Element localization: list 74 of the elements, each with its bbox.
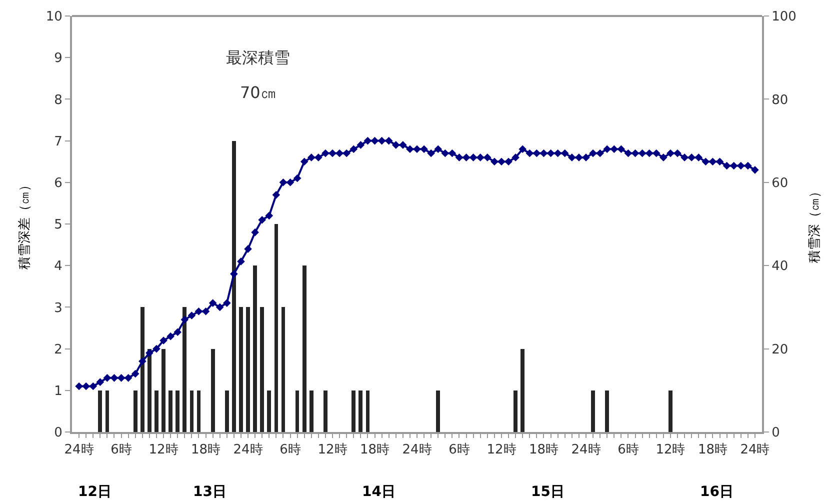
bar [358,390,363,432]
x-tick-label: 18時 [528,442,559,458]
x-tick-label: 24時 [233,442,263,458]
bar [309,390,314,432]
x-tick-label: 24時 [740,442,770,458]
bar [176,390,180,432]
y-axis-title: 積雪深差（㎝） [17,178,32,270]
bar [514,390,518,432]
y-tick-label: 9 [54,51,62,66]
bar [324,390,328,432]
y-tick-label: 7 [54,134,62,150]
y-tick-label: 4 [54,259,62,274]
bar [605,390,610,432]
x-tick-label: 6時 [280,442,301,458]
bar [133,390,138,432]
x-tick-label: 18時 [360,442,390,458]
x-tick-label: 6時 [618,442,639,458]
bar [302,266,306,432]
y-tick-label: 2 [54,342,62,358]
x-tick-label: 6時 [110,442,132,458]
y2-tick-label: 80 [772,92,788,108]
y2-tick-label: 100 [772,10,796,25]
annotation: 最深積雪 [226,48,290,67]
x-tick-label: 18時 [191,442,221,458]
bar [267,390,272,432]
x-tick-label: 24時 [402,442,432,458]
y-tick-label: 6 [54,176,62,191]
y-tick-label: 0 [54,426,62,441]
bar [224,390,229,432]
bar [105,390,110,432]
bar [98,390,102,432]
x-tick-label: 12時 [656,442,686,458]
bar [520,348,525,432]
y-tick-label: 8 [54,92,62,108]
y2-tick-label: 20 [772,342,788,358]
bar [668,390,672,432]
x-tick-label: 12時 [148,442,178,458]
text: 16日 [700,484,734,500]
bar [436,390,440,432]
bar [162,348,166,432]
x-tick-label: 24時 [571,442,601,458]
x-tick-label: 12時 [318,442,348,458]
y2-tick-label: 60 [772,176,788,191]
bar [210,348,215,432]
y2-tick-label: 40 [772,259,788,274]
text: 12日 [78,484,112,500]
text: 14日 [362,484,396,500]
bar [246,307,250,432]
y-tick-label: 10 [46,10,62,25]
text: 13日 [193,484,226,500]
annotation: 70㎝ [240,83,276,102]
x-tick-label: 24時 [64,442,94,458]
bar [366,390,370,432]
bar [274,224,278,432]
bar [281,307,286,432]
bar [196,390,201,432]
y-tick-label: 3 [54,300,62,316]
bar [295,390,300,432]
y-tick-label: 1 [54,384,62,399]
bar [260,307,264,432]
x-tick-label: 6時 [448,442,470,458]
bar [239,307,243,432]
y2-axis-title: 積雪深（㎝） [808,185,823,263]
x-tick-label: 12時 [486,442,516,458]
bar [591,390,595,432]
bar [190,390,194,432]
y-tick-label: 5 [54,218,62,233]
text: 15日 [531,484,564,500]
bar [168,390,173,432]
x-tick-label: 18時 [698,442,728,458]
bar [154,390,158,432]
y2-tick-label: 0 [772,426,780,441]
bar [352,390,356,432]
bar [253,266,257,432]
